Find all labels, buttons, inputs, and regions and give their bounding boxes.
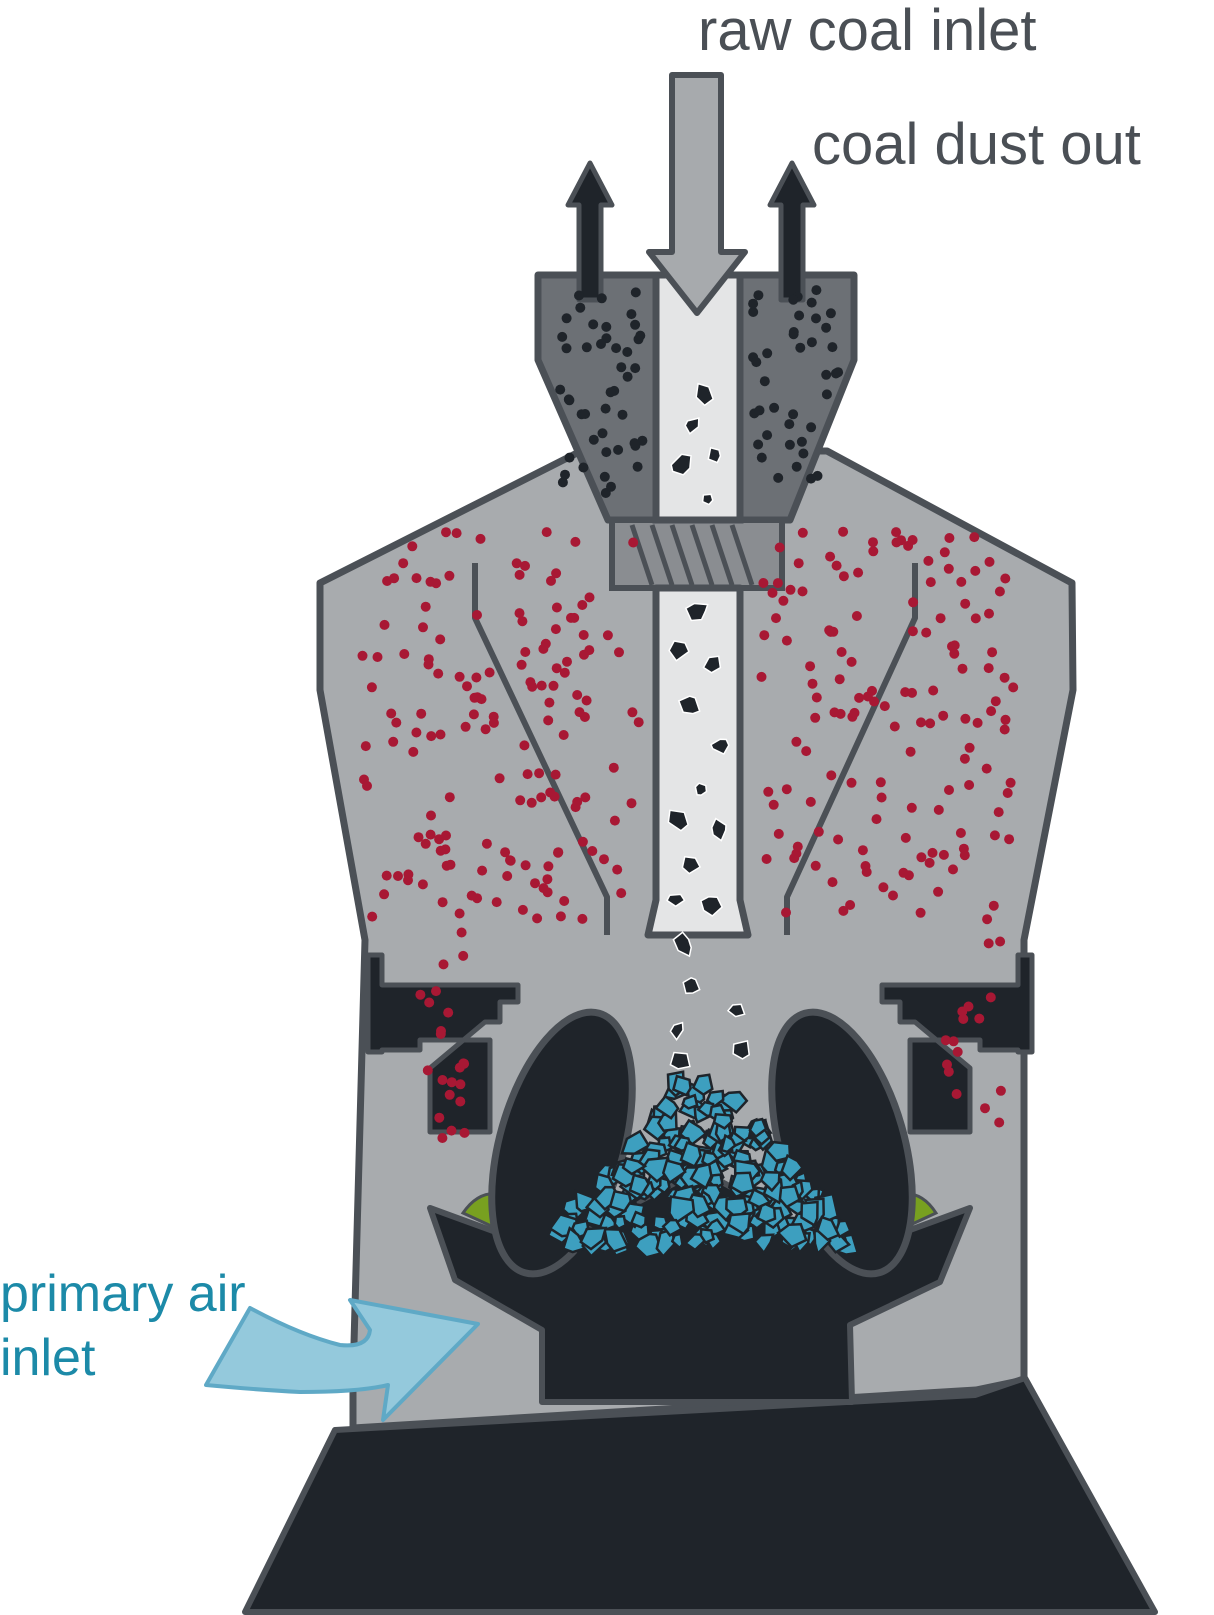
- primary-air-inlet-label-line2: inlet: [0, 1329, 96, 1387]
- primary-air-inlet-label: primary air inlet: [0, 1262, 246, 1390]
- primary-air-inlet-arrow: [204, 1298, 480, 1422]
- classifier-vanes: [609, 517, 785, 591]
- grinding-ring-left: [365, 952, 521, 1135]
- raw-coal-inlet-label: raw coal inlet: [698, 0, 1037, 63]
- mill-base: [242, 1375, 1158, 1615]
- primary-air-inlet-label-line1: primary air: [0, 1265, 246, 1323]
- raw-coal-feed-tube-lower: [644, 584, 752, 939]
- coal-dust-out-label: coal dust out: [812, 112, 1141, 177]
- raw-coal-chunks: [666, 382, 751, 1070]
- coal-dust-particles: [357, 526, 1019, 1143]
- fine-coal-particles: [555, 285, 844, 498]
- raw-coal-inlet-arrow: [646, 72, 748, 316]
- ground-coal-pile: [546, 1070, 860, 1259]
- classifier-cone-left-wall: [472, 563, 610, 935]
- coal-dust-out-arrow-left: [565, 160, 615, 303]
